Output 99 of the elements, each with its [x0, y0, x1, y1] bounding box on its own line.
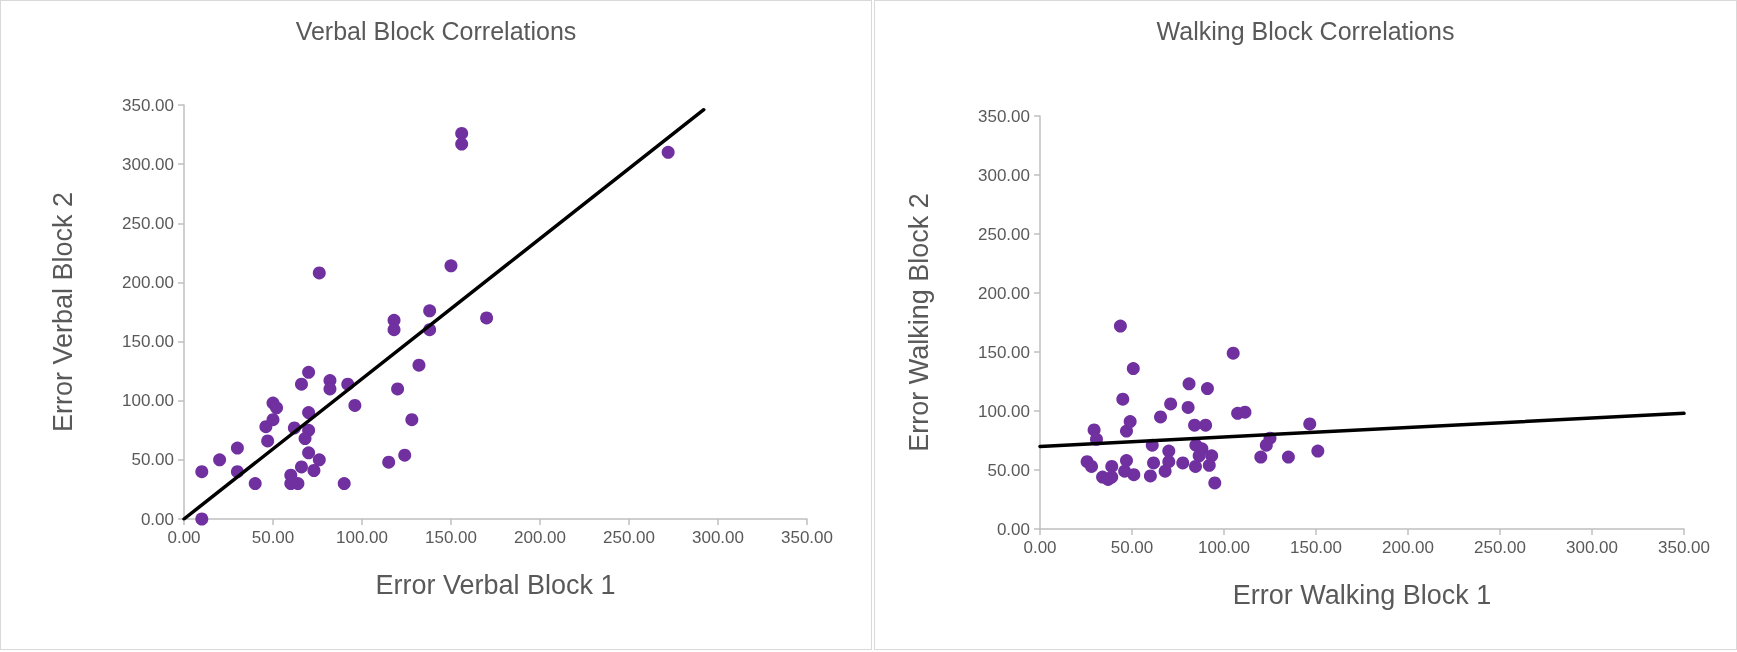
point [1113, 319, 1127, 333]
x-tick-label: 0.00 [1023, 538, 1057, 557]
y-tick-label: 50.00 [987, 460, 1030, 480]
point [1085, 459, 1099, 473]
x-axis-title: Error Verbal Block 1 [375, 569, 616, 600]
y-tick-label: 250.00 [978, 224, 1030, 244]
point [248, 477, 262, 491]
y-tick-label: 350.00 [978, 106, 1030, 126]
x-tick-label: 250.00 [603, 528, 655, 547]
y-tick-label: 300.00 [978, 165, 1030, 185]
x-tick-label: 100.00 [336, 528, 388, 547]
x-tick-label: 50.00 [251, 528, 295, 547]
y-axis-title: Error Verbal Block 2 [47, 191, 78, 433]
point [302, 365, 316, 379]
y-tick-label: 150.00 [122, 332, 174, 352]
point [195, 512, 209, 526]
point [270, 401, 284, 415]
point [302, 446, 316, 460]
point [405, 413, 419, 427]
point [1281, 450, 1295, 464]
point [455, 137, 469, 151]
point [1188, 459, 1202, 473]
point [348, 398, 362, 412]
point [302, 406, 316, 420]
point [1311, 444, 1325, 458]
y-tick-label: 150.00 [978, 342, 1030, 362]
y-tick-label: 350.00 [122, 95, 174, 115]
x-tick-label: 0.00 [167, 528, 201, 547]
chart-title: Verbal Block Correlations [295, 16, 577, 45]
x-tick-label: 300.00 [692, 528, 744, 547]
y-tick-label: 200.00 [122, 272, 174, 292]
point [1182, 377, 1196, 391]
point [1127, 468, 1141, 482]
chart-title: Walking Block Correlations [1156, 16, 1455, 45]
point [1116, 392, 1130, 406]
y-tick-label: 50.00 [131, 450, 174, 470]
point [423, 304, 437, 318]
y-tick-label: 100.00 [978, 401, 1030, 421]
point [387, 323, 401, 337]
point [312, 453, 326, 467]
point [455, 126, 469, 140]
x-tick-label: 150.00 [425, 528, 477, 547]
point [1200, 382, 1214, 396]
point [1226, 346, 1240, 360]
y-axis-title: Error Walking Block 2 [903, 193, 934, 452]
x-tick-label: 350.00 [1658, 538, 1710, 557]
point [1199, 418, 1213, 432]
x-tick-label: 100.00 [1198, 538, 1250, 557]
point [444, 259, 458, 273]
y-tick-label: 0.00 [140, 509, 174, 529]
point [1303, 417, 1317, 431]
x-tick-label: 50.00 [1110, 538, 1154, 557]
point [412, 358, 426, 372]
point [1162, 455, 1176, 469]
point [294, 460, 308, 474]
point [1176, 456, 1190, 470]
point [391, 382, 405, 396]
y-tick-label: 250.00 [122, 213, 174, 233]
point [1238, 405, 1252, 419]
point [337, 477, 351, 491]
point [294, 377, 308, 391]
point [1254, 450, 1268, 464]
point [1105, 459, 1119, 473]
point [382, 455, 396, 469]
point [398, 448, 412, 462]
point [661, 145, 675, 159]
x-tick-label: 300.00 [1566, 538, 1618, 557]
y-tick-label: 100.00 [122, 391, 174, 411]
point [1181, 400, 1195, 414]
point [1208, 476, 1222, 490]
point [1192, 449, 1206, 463]
point [323, 382, 337, 396]
x-tick-label: 200.00 [514, 528, 566, 547]
point [1154, 410, 1168, 424]
x-axis-title: Error Walking Block 1 [1232, 579, 1492, 610]
point [1143, 469, 1157, 483]
point [261, 434, 275, 448]
x-tick-label: 150.00 [1290, 538, 1342, 557]
point [195, 465, 209, 479]
point [298, 432, 312, 446]
point [307, 464, 321, 477]
point [1205, 449, 1219, 463]
y-tick-label: 200.00 [978, 283, 1030, 303]
x-tick-label: 350.00 [781, 528, 833, 547]
point [1123, 415, 1137, 429]
x-tick-label: 200.00 [1382, 538, 1434, 557]
y-tick-label: 300.00 [122, 154, 174, 174]
point [230, 441, 244, 455]
point [1119, 454, 1133, 468]
point [213, 453, 227, 467]
point [1126, 362, 1140, 376]
point [480, 311, 494, 325]
point [266, 413, 280, 427]
point [1147, 456, 1161, 470]
point [1164, 397, 1178, 411]
point [1105, 470, 1119, 484]
point [1188, 418, 1202, 432]
point [312, 266, 326, 280]
x-tick-label: 250.00 [1474, 538, 1526, 557]
